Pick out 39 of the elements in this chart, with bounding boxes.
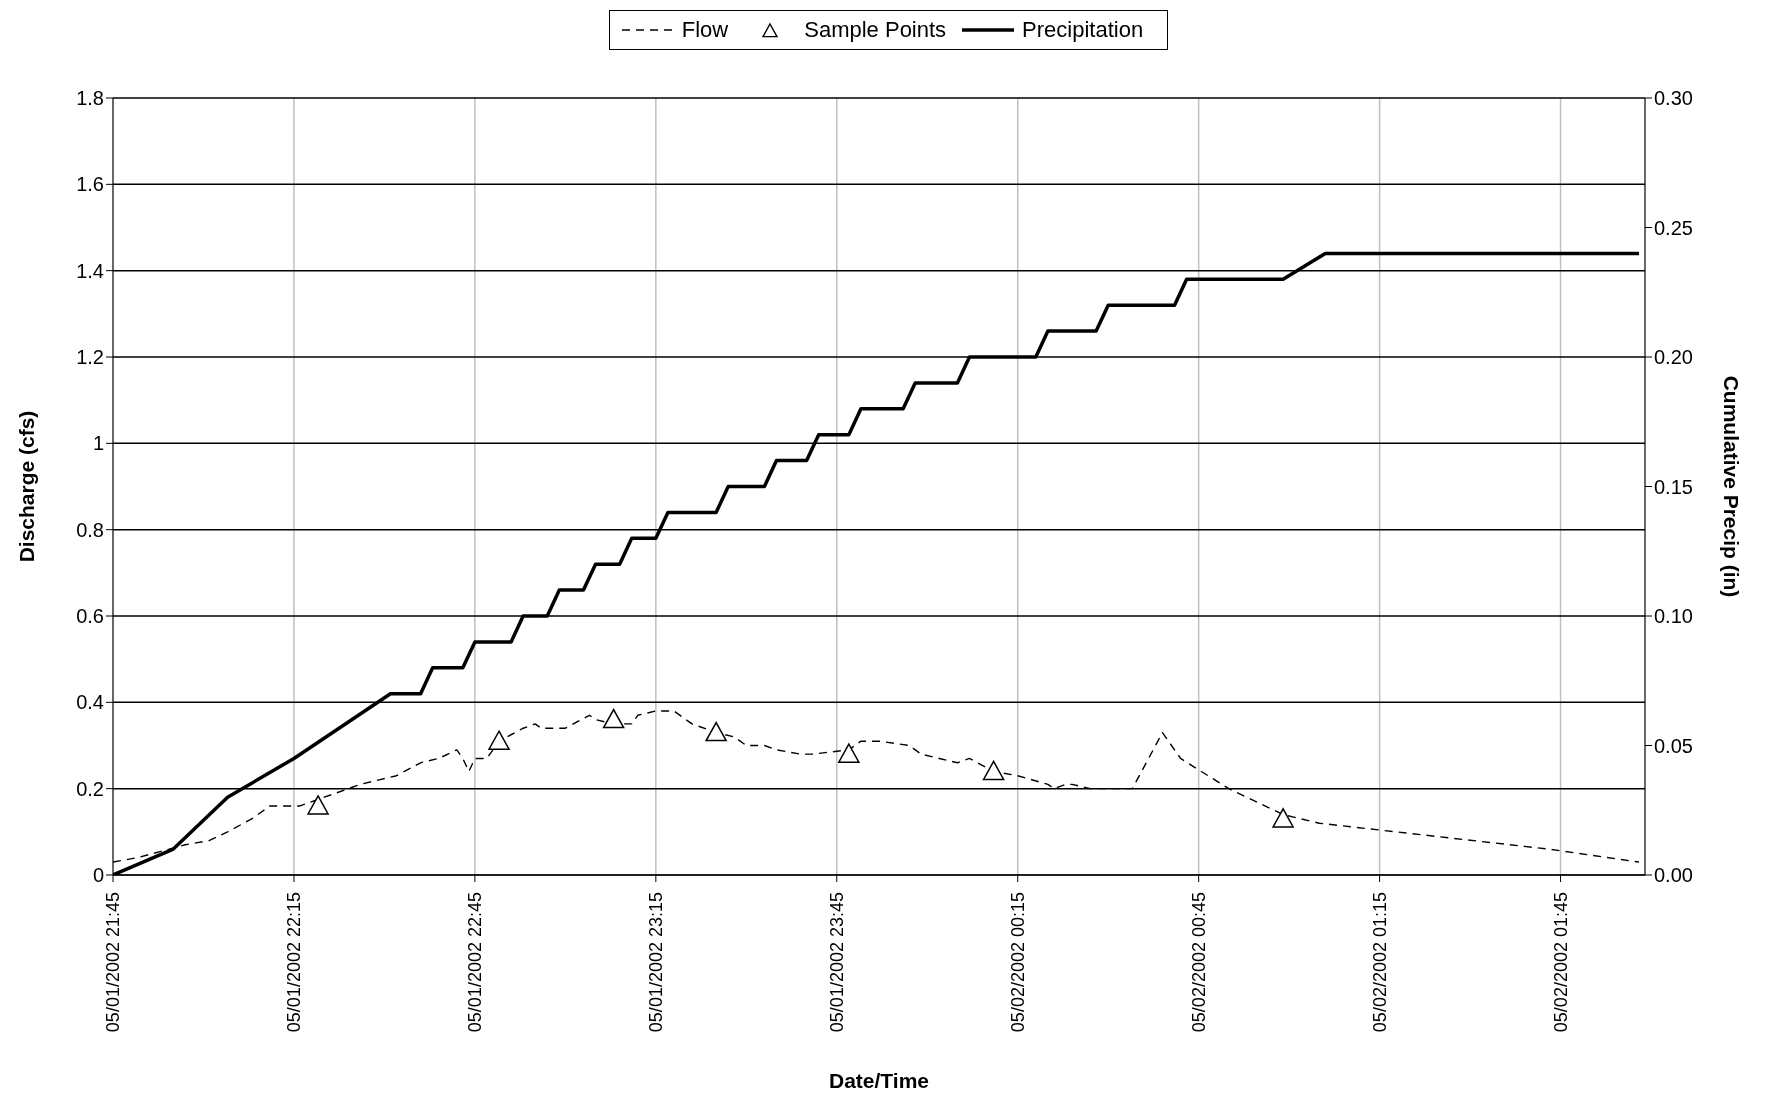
legend-label: Flow [681, 17, 729, 43]
y2-tick-label: 0.30 [1654, 87, 1693, 110]
y2-tick-label: 0.20 [1654, 346, 1693, 369]
y2-axis-title: Cumulative Precip (in) [1719, 375, 1743, 598]
y2-tick-label: 0.00 [1654, 864, 1693, 887]
y-tick-label: 0.4 [76, 691, 104, 714]
point [838, 743, 860, 763]
y-axis-title: Discharge (cfs) [15, 410, 39, 563]
y-tick-label: 1.6 [76, 173, 104, 196]
x-tick-label: 05/01/2002 21:45 [103, 892, 123, 1033]
y-tick-label: 0.6 [76, 605, 104, 628]
y-tick-label: 0.2 [76, 777, 104, 800]
y-tick-label: 0 [92, 864, 104, 887]
y2-tick-label: 0.25 [1654, 216, 1693, 239]
point [307, 795, 329, 815]
x-tick-label: 05/01/2002 23:45 [826, 892, 847, 1033]
x-tick-label: 05/02/2002 01:45 [1550, 892, 1571, 1033]
x-tick-label: 05/01/2002 23:15 [645, 892, 666, 1033]
x-tick-label: 05/02/2002 00:15 [1007, 892, 1028, 1033]
legend-label: Precipitation [1022, 17, 1144, 43]
point [982, 760, 1005, 781]
point [488, 730, 510, 750]
y-tick-label: 1 [92, 432, 104, 455]
point [602, 708, 625, 729]
y-tick-label: 0.8 [76, 518, 104, 541]
y2-tick-label: 0.10 [1654, 605, 1693, 628]
x-axis-title: Date/Time [829, 1069, 929, 1092]
y-tick-label: 1.8 [76, 87, 104, 110]
y2-tick-label: 0.05 [1654, 734, 1693, 757]
legend-label: Sample Points [804, 17, 947, 43]
y-tick-label: 1.2 [76, 346, 104, 369]
x-tick-label: 05/02/2002 01:15 [1369, 892, 1390, 1033]
x-tick-label: 05/01/2002 22:45 [464, 892, 485, 1033]
y2-tick-label: 0.15 [1654, 475, 1693, 498]
x-tick-label: 05/01/2002 22:15 [283, 892, 304, 1033]
y-tick-label: 1.4 [76, 259, 104, 282]
point [705, 721, 727, 742]
x-tick-label: 05/02/2002 00:45 [1188, 892, 1209, 1033]
point [1272, 808, 1294, 828]
